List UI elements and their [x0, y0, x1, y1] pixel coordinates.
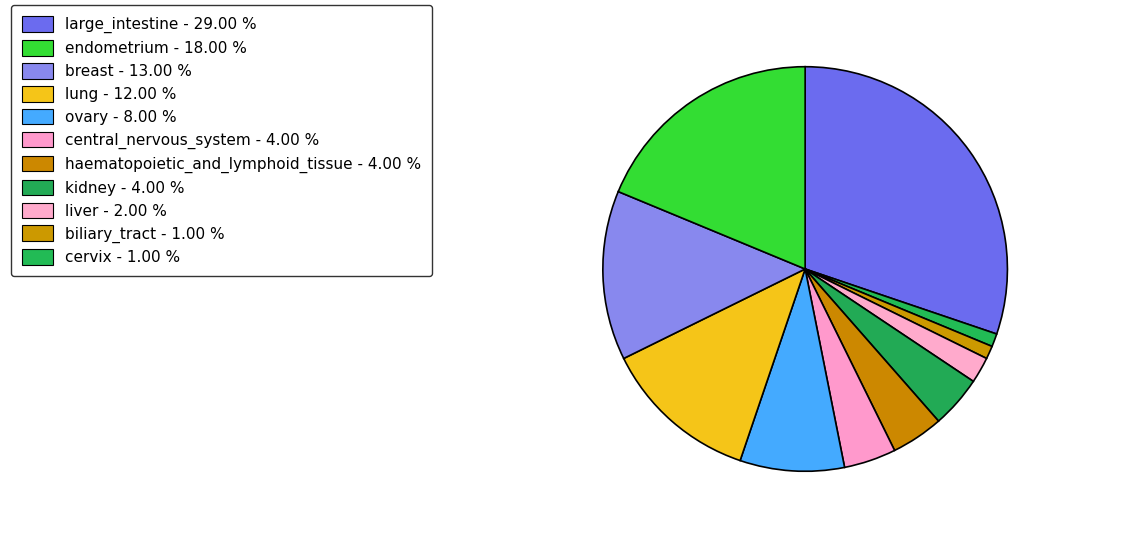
Wedge shape — [805, 269, 992, 358]
Wedge shape — [624, 269, 805, 461]
Wedge shape — [805, 269, 973, 421]
Wedge shape — [805, 269, 987, 381]
Legend: large_intestine - 29.00 %, endometrium - 18.00 %, breast - 13.00 %, lung - 12.00: large_intestine - 29.00 %, endometrium -… — [11, 5, 432, 276]
Wedge shape — [805, 269, 997, 346]
Wedge shape — [805, 269, 895, 468]
Wedge shape — [805, 67, 1007, 334]
Wedge shape — [741, 269, 845, 471]
Wedge shape — [603, 192, 805, 358]
Wedge shape — [618, 67, 805, 269]
Wedge shape — [805, 269, 939, 450]
